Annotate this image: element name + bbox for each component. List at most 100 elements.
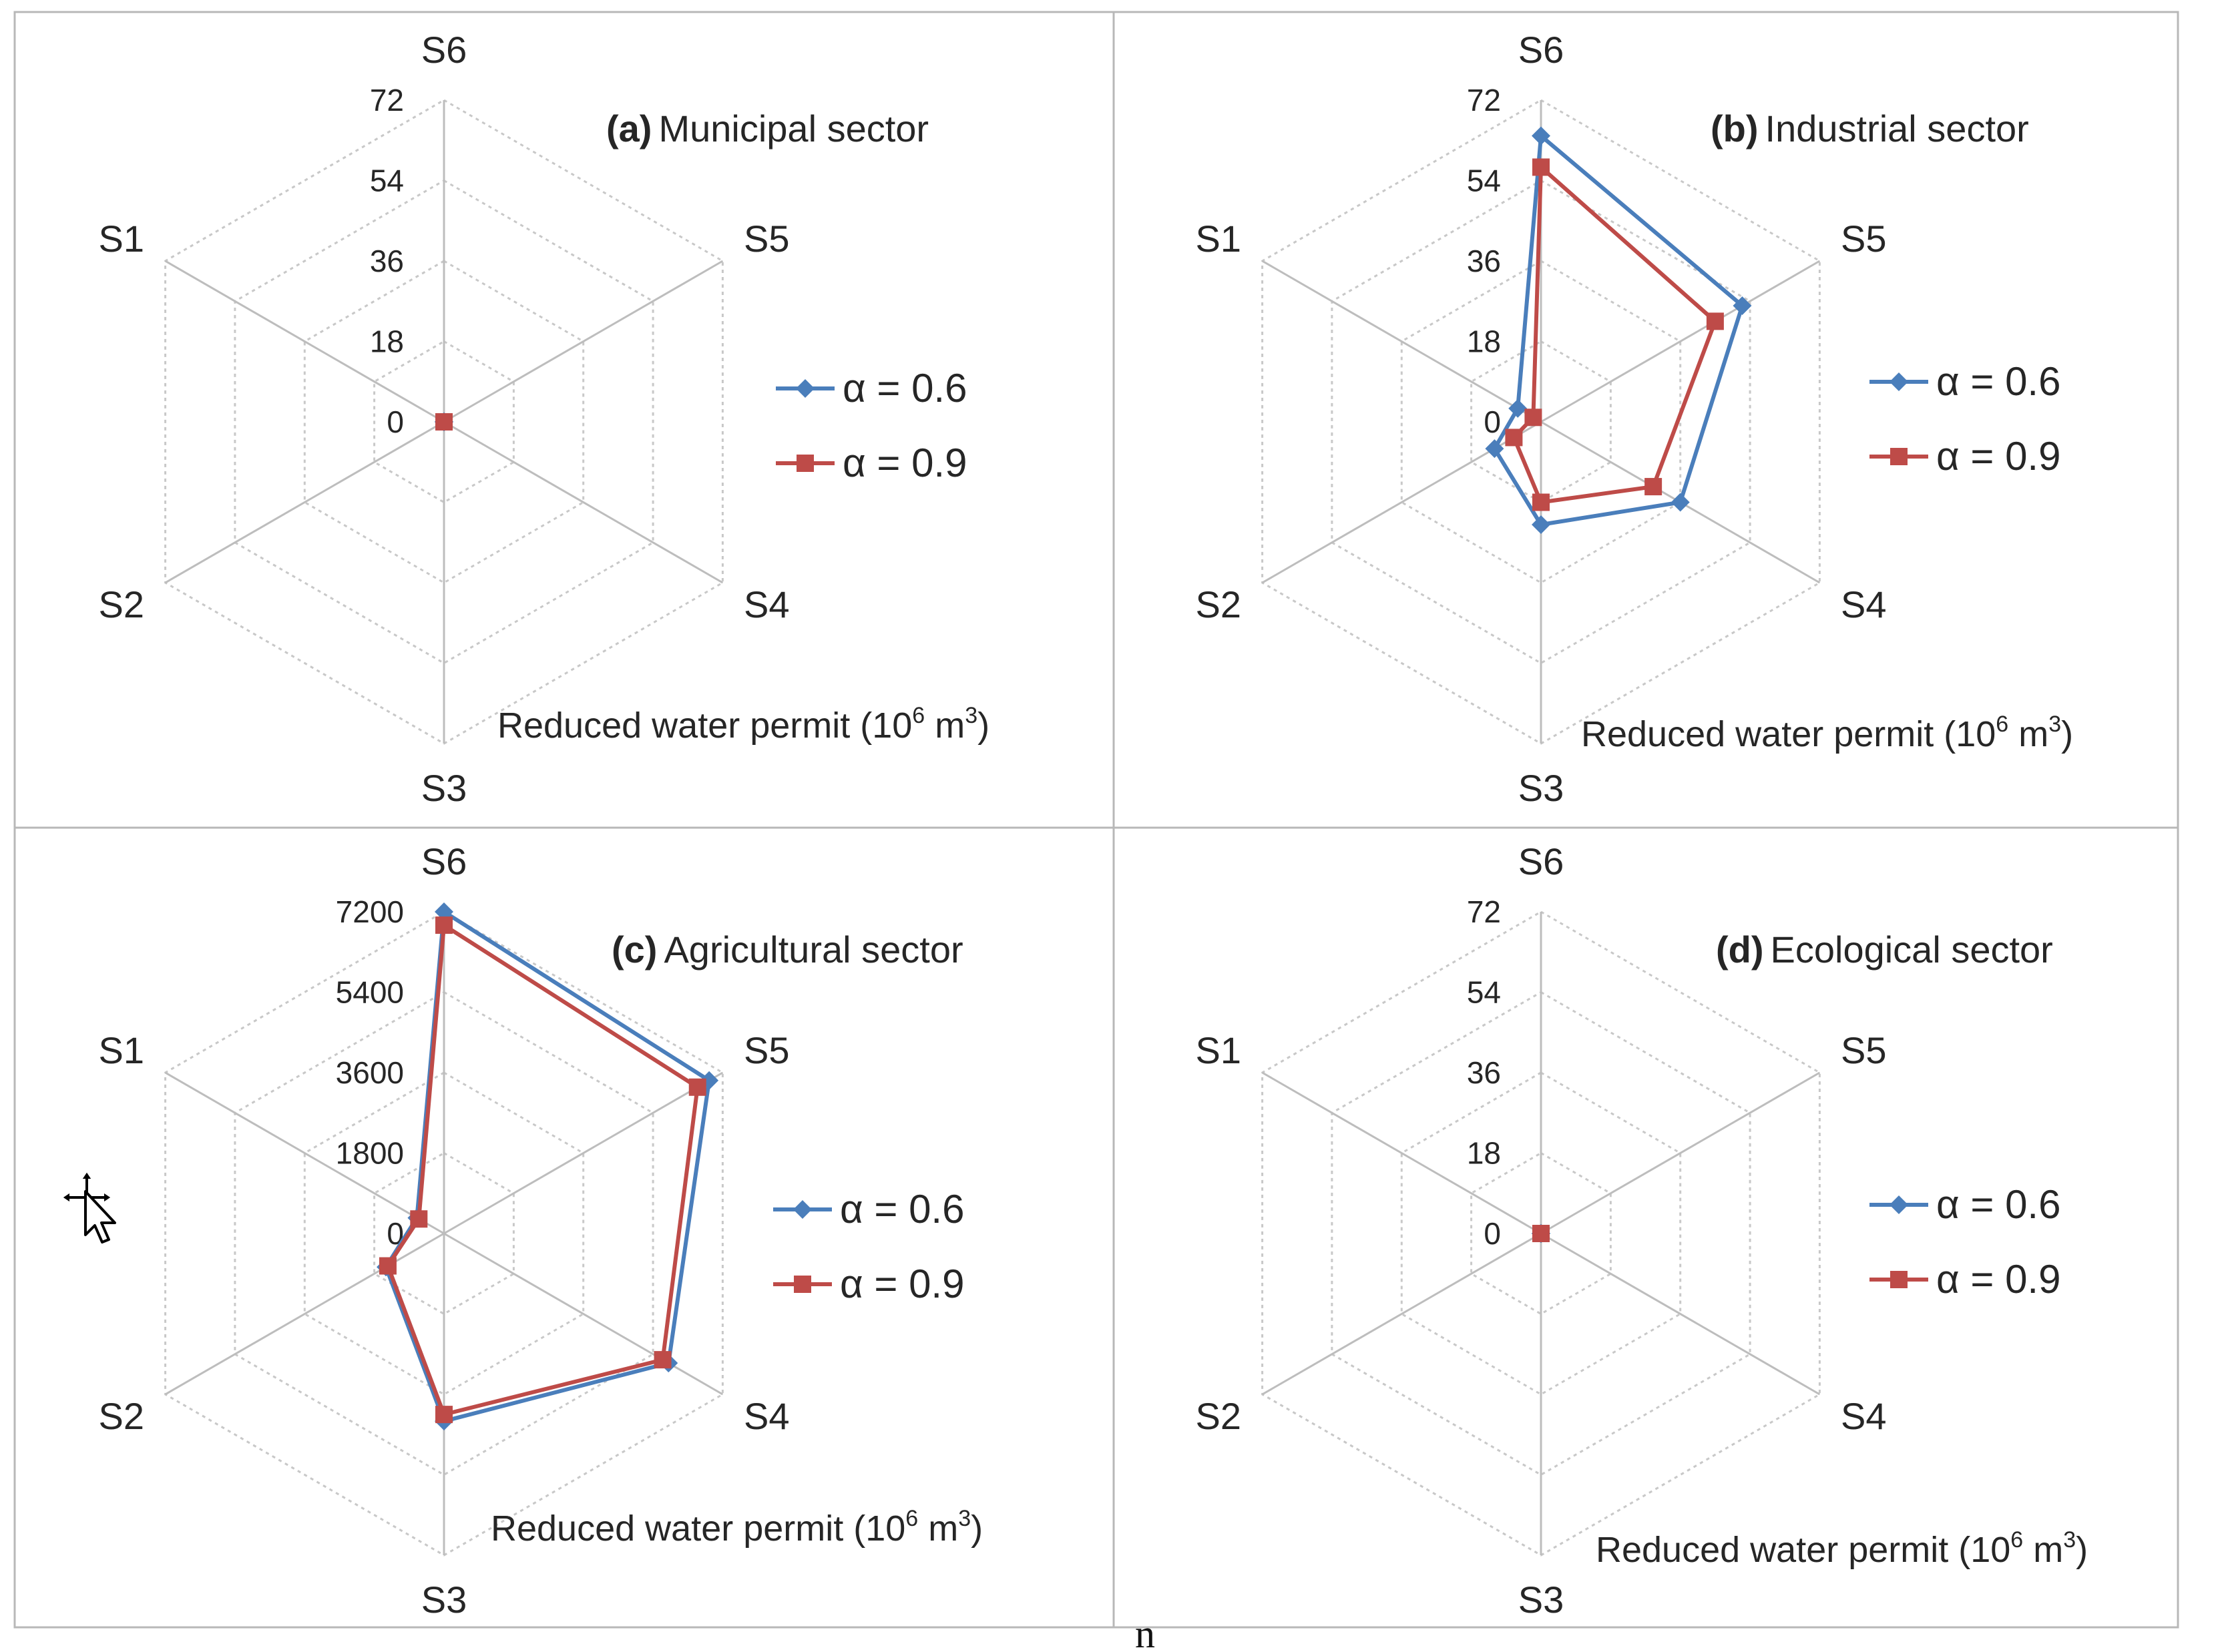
category-label: S4 (1841, 583, 1887, 625)
category-label: S2 (1196, 583, 1242, 625)
category-label: S2 (99, 583, 145, 625)
tick-label: 1800 (336, 1136, 404, 1171)
category-label: S5 (1841, 218, 1887, 260)
category-label: S5 (1841, 1029, 1887, 1071)
figure-frame (13, 11, 2179, 1629)
category-label: S4 (744, 1395, 790, 1437)
category-label: S1 (99, 1029, 145, 1071)
panel-title: (c) Agricultural sector (612, 928, 963, 971)
category-label: S6 (421, 29, 467, 71)
category-label: S2 (1196, 1395, 1242, 1437)
legend-label: α = 0.9 (840, 1262, 964, 1306)
radar-spoke (1261, 1071, 1542, 1235)
legend-marker (1890, 1195, 1908, 1214)
radar-spoke (443, 260, 724, 423)
xlabel-unit-sup: 3 (965, 703, 977, 728)
data-point-marker (1532, 126, 1550, 146)
legend-marker (1890, 448, 1908, 465)
panel-xlabel: Reduced water permit (106 m3) (497, 703, 989, 746)
legend-label: α = 0.9 (1936, 434, 2060, 479)
category-label: S6 (1518, 840, 1564, 882)
tick-label: 54 (370, 164, 404, 198)
data-point-marker (654, 1351, 672, 1369)
radar-spoke (1540, 260, 1821, 423)
category-label: S4 (1841, 1395, 1887, 1437)
data-point-marker (688, 1078, 706, 1096)
legend-marker (793, 1200, 812, 1219)
data-point-marker (1505, 429, 1523, 447)
legend-label: α = 0.6 (1936, 359, 2060, 404)
legend-marker (1890, 1271, 1908, 1288)
category-label: S3 (1518, 1579, 1564, 1621)
data-point-marker (435, 916, 453, 934)
tick-label: 36 (370, 244, 404, 278)
data-point-marker (1532, 158, 1550, 176)
series-line-alpha-09 (1512, 165, 1717, 505)
tick-label: 18 (370, 324, 404, 359)
radar-spoke (1261, 260, 1542, 423)
category-label: S5 (744, 1029, 790, 1071)
data-point-marker (1733, 296, 1752, 315)
category-label: S3 (1518, 767, 1564, 809)
move-cursor-icon (61, 1170, 116, 1244)
data-point-marker (1524, 408, 1542, 427)
xlabel-sup: 6 (2010, 1527, 2023, 1553)
xlabel-sup: 6 (1996, 712, 2008, 737)
category-label: S3 (421, 767, 467, 809)
legend-marker (794, 1276, 811, 1293)
legend-label: α = 0.9 (843, 441, 967, 485)
panel-title: (a) Municipal sector (606, 107, 929, 150)
tick-label: 72 (1467, 83, 1501, 117)
xlabel-text: Reduced water permit (10 (491, 1508, 905, 1549)
category-label: S3 (421, 1579, 467, 1621)
data-point-marker (1485, 439, 1504, 459)
category-label: S2 (99, 1395, 145, 1437)
data-point-marker (435, 902, 453, 921)
data-point-marker (1706, 312, 1724, 330)
legend-marker (1890, 372, 1908, 391)
xlabel-unit: m (925, 706, 965, 746)
category-label: S1 (1196, 1029, 1242, 1071)
legend-marker (796, 379, 815, 398)
tick-label: 18 (1467, 324, 1501, 359)
tick-label: 0 (387, 404, 404, 439)
category-label: S4 (744, 583, 790, 625)
data-point-marker (435, 1406, 453, 1424)
xlabel-unit-sup: 3 (958, 1506, 971, 1531)
tick-label: 18 (1467, 1136, 1501, 1171)
radar-spoke (164, 260, 445, 423)
xlabel-unit: m (2023, 1530, 2063, 1570)
tick-label: 0 (1484, 1216, 1501, 1251)
data-point-marker (1532, 1225, 1550, 1242)
tick-label: 0 (1484, 404, 1501, 439)
category-label: S5 (744, 218, 790, 260)
data-point-marker (1508, 398, 1528, 418)
data-point-marker (435, 413, 453, 431)
xlabel-sup: 6 (912, 703, 925, 728)
panel-xlabel: Reduced water permit (106 m3) (1596, 1527, 2088, 1570)
xlabel-unit: m (918, 1508, 958, 1549)
tick-label: 5400 (336, 975, 404, 1010)
panel-title-text: Ecological sector (1771, 928, 2053, 971)
tick-label: 3600 (336, 1055, 404, 1090)
radar-spoke (443, 1071, 724, 1235)
panel-xlabel: Reduced water permit (106 m3) (1581, 712, 2073, 754)
legend-label: α = 0.6 (840, 1187, 964, 1231)
footer-glyph: n (1135, 1612, 1155, 1652)
xlabel-close: ) (977, 706, 989, 746)
radar-spoke (1540, 1232, 1821, 1396)
radar-spoke (164, 421, 445, 584)
radar-spoke (443, 1232, 724, 1396)
category-label: S6 (421, 840, 467, 882)
legend-marker (797, 455, 814, 472)
tick-label: 72 (370, 83, 404, 117)
panel-title: (b) Industrial sector (1711, 107, 2029, 150)
panel-title-letter: (d) (1716, 928, 1764, 971)
xlabel-close: ) (2061, 714, 2073, 754)
radar-spoke (164, 1232, 445, 1396)
data-point-marker (379, 1257, 397, 1275)
data-point-marker (1532, 515, 1550, 534)
